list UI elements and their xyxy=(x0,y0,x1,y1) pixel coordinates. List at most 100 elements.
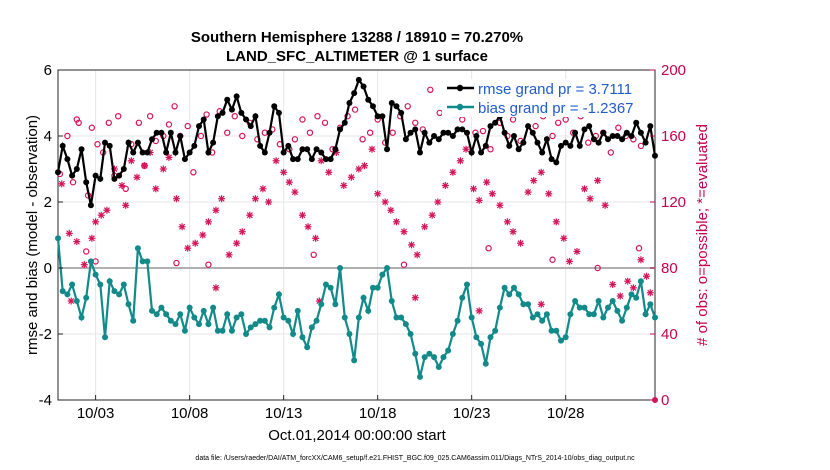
star-stroke xyxy=(412,294,419,301)
bias-point xyxy=(149,307,156,314)
rmse-point xyxy=(341,119,348,126)
rmse-point xyxy=(567,142,574,149)
obs-possible-point xyxy=(231,112,238,120)
obs-evaluated-point xyxy=(643,272,651,280)
bias-point xyxy=(261,317,268,324)
bias-point xyxy=(247,324,254,331)
rmse-point xyxy=(64,156,71,163)
bias-point xyxy=(341,314,348,321)
obs-evaluated-point xyxy=(475,196,483,204)
obs-evaluated-point xyxy=(340,182,348,189)
star-stroke xyxy=(368,146,376,153)
bias-point xyxy=(153,311,160,318)
star-stroke xyxy=(165,154,172,161)
legend: rmse grand pr = 3.7111 bias grand pr = -… xyxy=(442,79,651,117)
rmse-point xyxy=(290,156,297,163)
rmse-point xyxy=(534,139,541,146)
bias-point xyxy=(318,301,325,308)
obs-evaluated-point xyxy=(312,234,320,242)
star-stroke xyxy=(340,182,347,189)
obs-evaluated-point xyxy=(133,173,141,181)
bias-point xyxy=(614,307,621,314)
bias-point xyxy=(337,265,344,271)
rmse-point xyxy=(83,179,90,186)
y-left-tick-label: 2 xyxy=(44,194,52,211)
bias-point xyxy=(388,298,395,304)
bias-point xyxy=(595,298,602,304)
bias-point xyxy=(440,354,447,361)
obs-evaluated-point xyxy=(503,218,511,226)
obs-possible-point xyxy=(459,116,466,123)
obs-evaluated-point xyxy=(470,185,478,193)
star-stroke xyxy=(291,189,298,196)
bias-point xyxy=(73,298,80,304)
axis-ticks: 10/03 10/08 10/13 10/18 10/23 10/28 -4 -2 0 2 4 6 0 4… xyxy=(39,62,686,422)
bias-point xyxy=(393,314,400,321)
x-tick-label: 10/08 xyxy=(171,405,209,422)
star-stroke xyxy=(637,256,644,263)
rmse-point xyxy=(454,126,461,133)
obs-evaluated-point xyxy=(616,292,624,300)
star-stroke xyxy=(325,169,332,176)
star-stroke xyxy=(333,149,340,156)
bias-point xyxy=(177,311,184,318)
bias-point xyxy=(313,317,320,324)
bias-point xyxy=(473,334,480,341)
rmse-point xyxy=(449,133,456,139)
obs-evaluated-point xyxy=(212,284,220,292)
obs-evaluated-point xyxy=(441,182,449,189)
bias-point xyxy=(134,245,141,252)
obs-evaluated-point xyxy=(456,157,464,165)
bias-point xyxy=(346,331,353,337)
rmse-point xyxy=(614,133,621,139)
bias-point xyxy=(111,288,118,295)
rmse-point xyxy=(628,133,635,139)
bias-point xyxy=(83,294,90,301)
obs-evaluated-point xyxy=(212,206,220,214)
rmse-point xyxy=(600,129,607,136)
obs-evaluated-point xyxy=(428,211,436,219)
obs-evaluated-point xyxy=(272,157,280,165)
obs-evaluated-point xyxy=(537,168,545,176)
star-stroke xyxy=(73,238,80,245)
rmse-point xyxy=(214,113,221,120)
y-axis-label-left: rmse and bias (model - observation) xyxy=(24,115,41,355)
star-stroke xyxy=(192,240,199,247)
grid xyxy=(58,69,655,401)
star-stroke xyxy=(553,218,560,225)
obs-possible-point xyxy=(412,119,419,127)
bias-point xyxy=(102,334,109,341)
star-stroke xyxy=(280,169,287,176)
star-stroke xyxy=(429,212,436,219)
obs-evaluated-point xyxy=(530,177,538,185)
y-right-tick-label: 120 xyxy=(661,194,686,211)
star-stroke xyxy=(517,240,524,247)
obs-evaluated-point xyxy=(374,190,382,198)
obs-evaluated-point xyxy=(565,257,573,265)
bias-point xyxy=(365,307,372,314)
rmse-point xyxy=(327,156,334,163)
bias-point xyxy=(233,314,240,321)
obs-possible-point xyxy=(165,121,173,128)
rmse-point xyxy=(78,146,85,153)
rmse-point xyxy=(604,136,611,143)
bias-point xyxy=(275,291,282,298)
obs-possible-point xyxy=(171,103,178,110)
obs-evaluated-point xyxy=(368,145,376,153)
bias-point xyxy=(214,327,221,334)
rmse-point xyxy=(506,142,513,149)
bias-point xyxy=(463,281,470,288)
bias-point xyxy=(384,265,391,271)
rmse-point xyxy=(459,126,466,133)
y-left-tick-label: 0 xyxy=(44,260,52,277)
bias-point xyxy=(92,271,99,278)
y-left-tick-label: -2 xyxy=(39,326,52,343)
rmse-point xyxy=(440,129,447,136)
rmse-point xyxy=(637,129,644,136)
star-stroke xyxy=(504,218,511,225)
star-stroke xyxy=(581,185,588,192)
rmse-point xyxy=(318,149,325,156)
bias-point xyxy=(449,331,456,337)
bias-point xyxy=(515,291,522,298)
star-stroke xyxy=(496,202,503,209)
